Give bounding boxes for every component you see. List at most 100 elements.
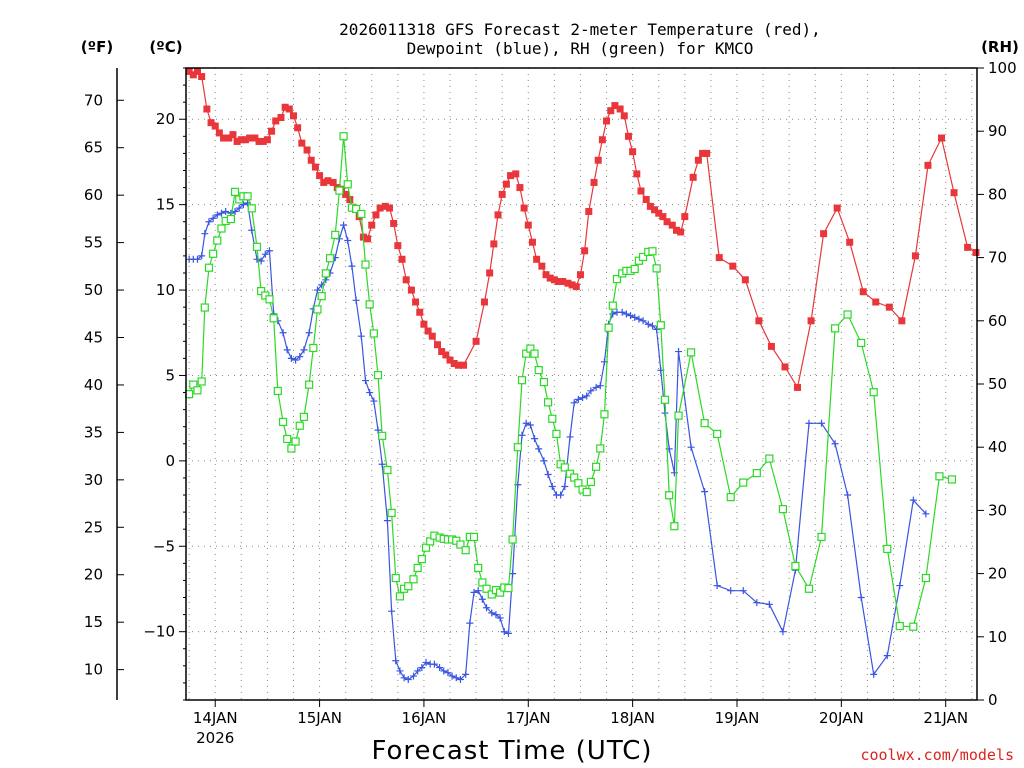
rh-point — [817, 532, 826, 542]
rh-point — [278, 417, 288, 427]
rh-point — [295, 421, 304, 430]
2-meter-temperature-point — [807, 317, 815, 325]
2-meter-temperature-point — [938, 134, 946, 142]
2-meter-temperature-point — [433, 341, 441, 349]
rh-point — [592, 462, 601, 471]
rh-point — [656, 321, 665, 330]
dewpoint-point — [644, 320, 652, 328]
x-tick-label: 15JAN — [297, 709, 342, 727]
rh-point — [321, 269, 330, 278]
celsius-tick-label: −5 — [153, 537, 175, 555]
dewpoint-point — [217, 209, 225, 217]
dewpoint-point — [857, 594, 865, 602]
2-meter-temperature-point — [402, 276, 410, 284]
dewpoint-point — [579, 394, 587, 402]
rh-point — [630, 264, 639, 274]
dewpoint-point — [313, 286, 321, 294]
rh-point — [343, 180, 352, 189]
rh-point — [409, 575, 418, 584]
rh-point — [534, 365, 543, 375]
dewpoint-point — [831, 440, 839, 448]
celsius-tick-label: −10 — [143, 623, 175, 641]
2-meter-temperature-point — [198, 73, 206, 81]
dewpoint-point — [261, 250, 269, 258]
2-meter-temperature-point — [416, 308, 424, 316]
dewpoint-point — [305, 329, 313, 337]
2-meter-temperature-point — [924, 161, 932, 169]
rh-point — [339, 132, 348, 141]
2-meter-temperature-point — [694, 156, 702, 164]
2-meter-temperature-point — [376, 204, 384, 212]
2-meter-temperature-point — [590, 178, 598, 186]
dewpoint-point — [383, 517, 391, 525]
dewpoint-point — [727, 587, 735, 595]
rh-tick-label: 90 — [988, 122, 1007, 140]
2-meter-temperature-point — [324, 177, 332, 185]
dewpoint-point — [414, 667, 422, 675]
fahrenheit-tick-label: 65 — [84, 139, 103, 157]
rh-point — [189, 380, 198, 389]
fahrenheit-tick-label: 40 — [84, 376, 103, 394]
dewpoint-point — [631, 313, 639, 321]
rh-point — [197, 377, 206, 386]
2-meter-temperature-point — [681, 213, 689, 221]
2-meter-temperature-point — [390, 219, 398, 227]
2-meter-temperature-point — [581, 247, 589, 255]
rh-point — [857, 338, 866, 348]
2-meter-temperature-point — [616, 105, 624, 113]
dewpoint-point — [818, 419, 826, 427]
dewpoint-point — [701, 488, 709, 496]
rh-point — [273, 386, 282, 396]
2-meter-temperature-point — [307, 156, 315, 164]
2-meter-temperature-point — [542, 271, 550, 279]
rh-point — [574, 479, 583, 488]
dewpoint-point — [592, 383, 600, 391]
dewpoint-point — [870, 670, 878, 678]
2-meter-temperature-point — [233, 137, 241, 145]
2-meter-temperature-point — [715, 254, 723, 262]
rh-point — [417, 554, 426, 564]
rh-point — [508, 535, 517, 544]
2-meter-temperature-point — [502, 180, 510, 188]
dewpoint-point — [239, 201, 247, 209]
dewpoint-point — [540, 457, 548, 465]
axis-ticks: 14JAN 2026 15JAN 16JAN 17JAN 18JAN 19JAN 20JAN 2… — [84, 59, 1017, 747]
dewpoint-point — [648, 322, 656, 330]
rh-point — [582, 487, 591, 497]
x-tick-label: 21JAN — [923, 709, 968, 727]
x-tick-label: 17JAN — [506, 709, 551, 727]
dewpoint-point — [765, 600, 773, 608]
2-meter-temperature-point — [189, 71, 197, 79]
2-meter-temperature-point — [229, 131, 237, 139]
rh-tick-label: 80 — [988, 185, 1007, 203]
dewpoint-point — [622, 310, 630, 318]
dewpoint-point — [518, 431, 526, 439]
rh-point — [947, 475, 957, 484]
rh-point — [265, 295, 274, 304]
2-meter-temperature-point — [620, 112, 628, 120]
celsius-tick-label: 5 — [165, 366, 175, 384]
2-meter-temperature-point — [607, 107, 615, 115]
rh-point — [226, 214, 235, 224]
2-meter-temperature-point — [663, 218, 671, 226]
rh-point — [351, 204, 361, 214]
2-meter-temperature-point — [637, 187, 645, 195]
2-meter-temperature-point — [859, 288, 867, 296]
celsius-tick-label: 15 — [156, 196, 175, 214]
dewpoint-point — [201, 230, 209, 238]
dewpoint-point — [557, 491, 565, 499]
source-credit: coolwx.com/models — [860, 746, 1014, 764]
2-meter-temperature-point — [394, 242, 402, 250]
2-meter-temperature-point — [220, 134, 228, 142]
rh-point — [413, 563, 422, 573]
2-meter-temperature-point — [576, 271, 584, 279]
rh-point — [604, 323, 613, 332]
rh-point — [652, 264, 661, 273]
rh-point — [230, 187, 240, 196]
dewpoint-point — [409, 672, 417, 680]
dewpoint-point — [470, 588, 478, 596]
x-tick-label: 19JAN — [715, 709, 760, 727]
rh-point — [560, 463, 569, 472]
2-meter-temperature-point — [603, 117, 611, 125]
dewpoint-point — [466, 619, 474, 627]
